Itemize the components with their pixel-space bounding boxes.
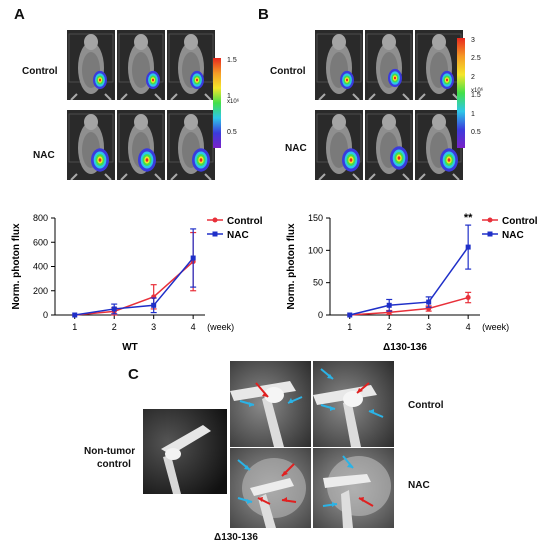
panel-c-letter: C [128, 366, 139, 383]
panel-b-mouse-image-r2c1 [315, 110, 363, 180]
data-point [111, 306, 117, 312]
panel-b-colorbar-unit-label: x10⁶ [471, 87, 484, 94]
panel-a-colorbar-unit-label: x10⁶ [227, 98, 240, 105]
x-tick-label: 3 [426, 322, 431, 332]
panel-c-genotype-label: Δ130-136 [214, 532, 258, 543]
x-tick-label: 4 [191, 322, 196, 332]
panel-a-mouse-image-r2c3 [167, 110, 215, 180]
significance-annotation: ** [464, 212, 473, 224]
panel-b-colorbar-tick-label: 2.5 [471, 55, 481, 63]
y-tick-label: 200 [33, 286, 48, 296]
series-line-nac [74, 257, 194, 316]
series-line-control [74, 261, 194, 316]
panel-b-colorbar-tick-label: 2 [471, 73, 475, 81]
panel-b-colorbar-tick-label: 0.5 [471, 129, 481, 136]
panel-b-mouse-image-r2c3 [415, 110, 463, 180]
panel-a-mouse-image-r1c1 [67, 30, 115, 100]
y-tick-label: 150 [308, 213, 323, 223]
data-point [151, 302, 157, 308]
data-point [465, 295, 471, 301]
data-point [347, 312, 353, 318]
y-tick-label: 600 [33, 237, 48, 247]
data-point [465, 244, 471, 250]
panel-a-row-label-nac: NAC [33, 150, 55, 161]
series-line-control [349, 296, 469, 316]
x-tick-label: 2 [387, 322, 392, 332]
panel-b-row-label-control: Control [270, 66, 306, 77]
panel-a-mouse-image-r2c1 [67, 110, 115, 180]
non-tumor-label-line1: Non-tumor [84, 446, 136, 457]
legend-label: Control [502, 216, 538, 227]
panel-b-mouse-image-r1c1 [315, 30, 363, 100]
y-tick-label: 400 [33, 262, 48, 272]
legend-marker [212, 231, 218, 237]
data-point [190, 255, 196, 261]
legend-marker [487, 231, 493, 237]
y-axis-label: Norm. photon flux [286, 223, 297, 310]
y-tick-label: 0 [318, 310, 323, 320]
x-tick-label: 2 [112, 322, 117, 332]
legend-label: NAC [227, 230, 249, 241]
legend-marker [487, 217, 493, 223]
x-tick-label: 1 [72, 322, 77, 332]
panel-b-mouse-image-r2c2 [365, 110, 413, 180]
data-point [426, 299, 432, 305]
panel-b-row-label-nac: NAC [285, 143, 307, 154]
y-tick-label: 100 [308, 245, 323, 255]
panel-c-label-control: Control [408, 400, 444, 411]
panel-b-colorbar-tick-label: 3 [471, 37, 475, 44]
panel-a-mouse-image-r1c3 [167, 30, 215, 100]
y-axis-label: Norm. photon flux [11, 223, 22, 310]
panel-a-mouse-image-r2c2 [117, 110, 165, 180]
panel-a-row-label-control: Control [22, 66, 58, 77]
chart-delta130-136: 0 50 100 150 1 2 3 4 (week) Norm. photon flux Δ130… [286, 212, 538, 353]
panel-b-colorbar-tick-label: 1.5 [471, 92, 481, 100]
panel-a-colorbar-gradient [213, 58, 221, 148]
xray-control-1 [230, 361, 311, 447]
y-tick-label: 50 [313, 278, 323, 288]
xray-control-2 [313, 361, 394, 447]
panel-a-colorbar-tick-label: 1.5 [227, 57, 237, 64]
y-tick-label: 800 [33, 213, 48, 223]
xray-nac-2 [313, 448, 394, 528]
legend-marker [212, 217, 218, 223]
chart-wt: 0 200 400 600 800 1 2 3 4 (week) Norm. photon flux… [11, 213, 263, 353]
data-point [386, 302, 392, 308]
x-axis-label: (week) [207, 322, 234, 332]
chart-title: Δ130-136 [383, 342, 427, 353]
legend-label: NAC [502, 230, 524, 241]
panel-a-colorbar-tick-label: 0.5 [227, 129, 237, 136]
non-tumor-label-line2: control [97, 459, 131, 470]
panel-b-mouse-image-r1c2 [365, 30, 413, 100]
panel-a-mouse-image-r1c2 [117, 30, 165, 100]
xray-non-tumor-control [143, 409, 227, 494]
series-line-nac [349, 246, 469, 316]
panel-b-colorbar-gradient [457, 38, 465, 148]
panel-a-letter: A [14, 6, 25, 23]
panel-a-colorbar-tick-label: 1 [227, 93, 231, 100]
panel-b-mouse-image-r1c3 [415, 30, 463, 100]
panel-b-colorbar-tick-label: 1 [471, 110, 475, 118]
chart-title: WT [122, 342, 138, 353]
x-tick-label: 4 [466, 322, 471, 332]
data-point [72, 312, 78, 318]
panel-c-label-nac: NAC [408, 480, 430, 491]
y-tick-label: 0 [43, 310, 48, 320]
x-axis-label: (week) [482, 322, 509, 332]
panel-b-letter: B [258, 6, 269, 23]
xray-nac-1 [230, 448, 311, 528]
legend-label: Control [227, 216, 263, 227]
x-tick-label: 3 [151, 322, 156, 332]
x-tick-label: 1 [347, 322, 352, 332]
